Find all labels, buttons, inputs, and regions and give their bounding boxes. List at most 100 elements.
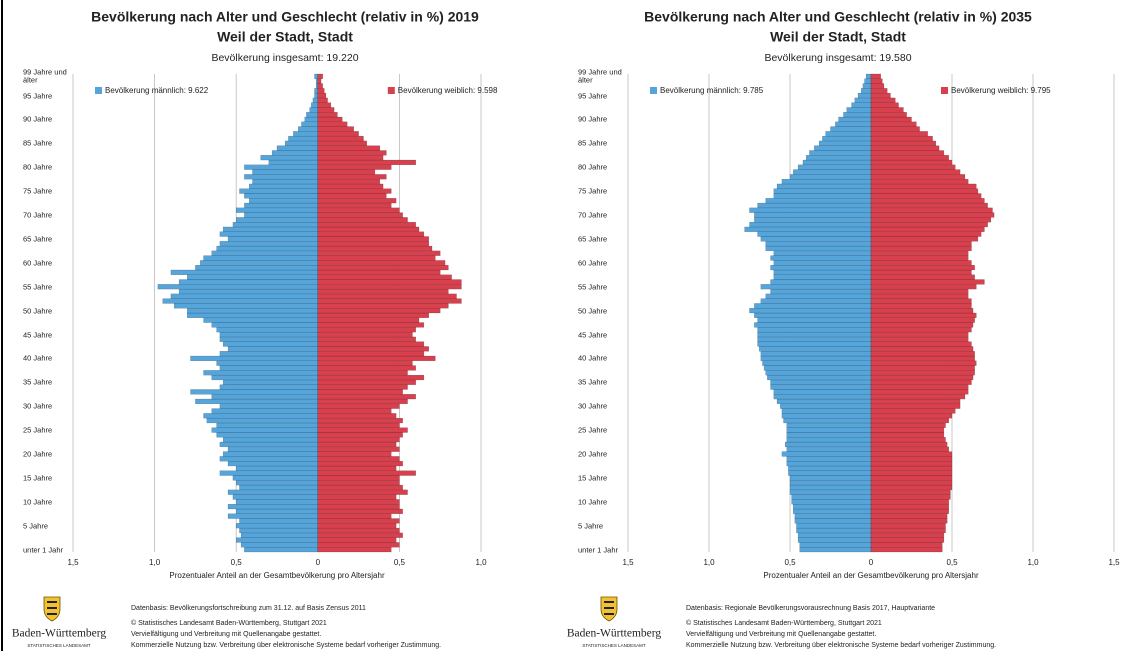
source-note: Vervielfältigung und Verbreitung mit Que… [131, 631, 321, 638]
bar [765, 198, 872, 204]
bar [757, 331, 872, 338]
bar [317, 188, 392, 194]
bar [317, 97, 328, 103]
bar [770, 265, 872, 271]
bar [870, 78, 883, 84]
y-tick-label: 40 Jahre [578, 353, 608, 363]
y-tick-label: 50 Jahre [23, 305, 53, 315]
bar [232, 221, 319, 228]
bar [219, 470, 319, 476]
bar [317, 102, 332, 108]
bar [870, 288, 969, 295]
bar [854, 97, 872, 103]
bar [203, 370, 318, 376]
bar [870, 465, 953, 471]
bar [317, 441, 397, 448]
bar [870, 413, 953, 419]
bar [870, 116, 912, 122]
y-tick-label: 10 Jahre [23, 497, 53, 507]
bar [317, 83, 323, 89]
bar [317, 408, 392, 414]
bar [317, 494, 397, 500]
bar [788, 465, 872, 471]
bar [170, 269, 319, 275]
bar [851, 102, 872, 108]
bar [870, 178, 969, 185]
legend-swatch [95, 87, 102, 94]
bar [232, 475, 319, 481]
bar [786, 432, 872, 438]
bar [802, 159, 872, 166]
bar [239, 188, 319, 194]
bar [317, 174, 387, 180]
bar [271, 150, 319, 156]
bar [304, 116, 318, 122]
bar [870, 107, 904, 113]
bar [773, 274, 872, 280]
bar [870, 441, 948, 448]
y-tick-label: 45 Jahre [578, 329, 608, 339]
bar [309, 107, 319, 113]
chart-title: Bevölkerung nach Alter und Geschlecht (r… [644, 9, 1032, 25]
bar [870, 480, 953, 486]
bar [227, 489, 318, 495]
bar [203, 413, 318, 419]
bar [870, 112, 907, 118]
bar [317, 513, 392, 519]
bar [786, 446, 872, 452]
bar [818, 140, 872, 146]
y-tick-label: 40 Jahre [23, 353, 53, 363]
bar [861, 88, 872, 94]
bar [870, 260, 972, 266]
bar [765, 370, 872, 376]
bar [786, 460, 872, 467]
bar [870, 370, 975, 376]
bar [870, 355, 975, 361]
bar [317, 250, 441, 256]
bar [195, 398, 318, 405]
bar [178, 288, 319, 295]
y-tick-label: 15 Jahre [23, 473, 53, 483]
bar [227, 504, 318, 510]
bar [870, 174, 966, 180]
logo-subtitle: STATISTISCHES LANDESAMT [582, 643, 646, 648]
bar [314, 88, 319, 94]
logo-name: Baden-Württemberg [12, 628, 107, 640]
y-tick-label: 70 Jahre [578, 210, 608, 220]
bar [773, 188, 872, 194]
bar [216, 327, 318, 333]
bar [317, 212, 403, 218]
bar [317, 183, 384, 189]
bar [870, 135, 933, 142]
bar [786, 422, 872, 428]
bar [773, 394, 872, 400]
bar [757, 231, 872, 237]
source-note: Kommerzielle Nutzung bzw. Verbreitung üb… [131, 642, 441, 649]
bar [757, 327, 872, 333]
y-tick-label: 65 Jahre [578, 234, 608, 244]
bar [317, 446, 400, 452]
bar [317, 413, 397, 419]
bar [317, 231, 425, 237]
y-tick-label: 95 Jahre [23, 90, 53, 100]
bar [870, 470, 953, 476]
bar [239, 484, 319, 491]
bar [870, 121, 917, 127]
bar [793, 508, 872, 514]
bar [870, 508, 949, 514]
bar [222, 379, 318, 385]
bar [870, 88, 888, 94]
bar [211, 394, 319, 400]
y-tick-label: 85 Jahre [23, 138, 53, 148]
bar [239, 527, 319, 534]
bar [314, 92, 319, 99]
bar [870, 126, 920, 132]
bar [235, 537, 318, 543]
bar [317, 504, 400, 510]
bar [765, 241, 872, 247]
bar [317, 489, 408, 495]
bar [317, 346, 429, 352]
bar [870, 150, 945, 156]
bar [870, 427, 945, 433]
